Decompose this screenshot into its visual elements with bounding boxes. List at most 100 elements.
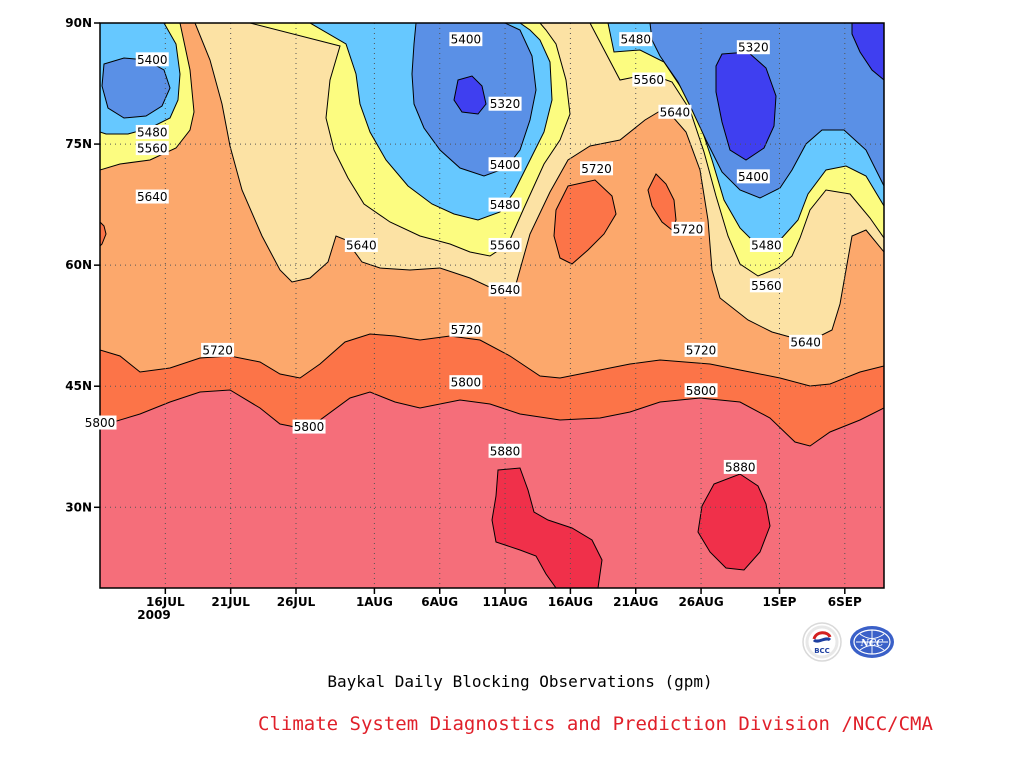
x-year-label: 2009 (137, 608, 170, 622)
contour-label-text: 5800 (451, 376, 482, 390)
contour-label: 5800 (684, 383, 718, 398)
contour-label: 5480 (488, 197, 522, 212)
y-tick-label: 75N (65, 137, 92, 151)
x-tick-label: 16JUL (146, 595, 185, 609)
island-5720-a (553, 179, 617, 265)
contour-label-box (135, 189, 169, 204)
contour-label: 5640 (488, 282, 522, 297)
contour-label-text: 5400 (451, 33, 482, 47)
contour-label: 5880 (723, 459, 757, 474)
y-tick-label: 60N (65, 258, 92, 272)
contour-label-box (684, 342, 718, 357)
contour-label-text: 5640 (660, 105, 691, 119)
contour-label-box (344, 237, 378, 252)
contour-label: 5640 (135, 189, 169, 204)
contour-label-text: 5880 (490, 444, 521, 458)
ncc-logo: NCC (850, 626, 894, 658)
contour-label-box (488, 157, 522, 172)
contour-label-text: 5320 (490, 97, 521, 111)
contour-label: 5560 (749, 278, 783, 293)
contour-label-text: 5640 (346, 238, 377, 252)
contour-label-box (684, 383, 718, 398)
x-tick-label: 1SEP (762, 595, 796, 609)
contour-label: 5400 (449, 32, 483, 47)
contour-label: 5320 (488, 96, 522, 111)
credit-line: Climate System Diagnostics and Predictio… (258, 713, 933, 735)
contour-label: 5640 (789, 334, 823, 349)
x-tick-label: 6AUG (421, 595, 458, 609)
contour-label-text: 5400 (137, 53, 168, 67)
contour-label-text: 5720 (673, 222, 704, 236)
contour-label-text: 5560 (751, 279, 782, 293)
contour-label: 5400 (736, 169, 770, 184)
contour-label-box (488, 237, 522, 252)
svg-text:BCC: BCC (814, 647, 830, 655)
contour-label-text: 5480 (490, 198, 521, 212)
contour-label-text: 5480 (751, 238, 782, 252)
contour-label: 5720 (201, 342, 235, 357)
x-tick-label: 1AUG (356, 595, 393, 609)
contour-label-box (83, 415, 117, 430)
svg-text:NCC: NCC (860, 639, 884, 649)
x-tick-label: 26AUG (678, 595, 723, 609)
contour-label: 5720 (449, 322, 483, 337)
contour-label: 5720 (580, 161, 614, 176)
band-lt-5320-b (715, 51, 777, 161)
x-tick-label: 6SEP (828, 595, 862, 609)
contour-label: 5800 (449, 375, 483, 390)
contour-label: 5400 (135, 52, 169, 67)
contour-label-box (671, 221, 705, 236)
contour-label: 5400 (488, 157, 522, 172)
band-lt-5320-c (851, 23, 884, 81)
contour-label: 5800 (292, 419, 326, 434)
contour-label-box (632, 72, 666, 87)
contour-label: 5560 (632, 72, 666, 87)
contour-label-text: 5800 (686, 384, 717, 398)
contour-label: 5480 (749, 237, 783, 252)
contour-label: 5480 (619, 32, 653, 47)
contour-label-text: 5480 (137, 125, 168, 139)
contour-label-box (749, 237, 783, 252)
contour-label-box (135, 52, 169, 67)
plot-frame (99, 22, 885, 589)
contour-label: 5560 (135, 141, 169, 156)
contour-label-box (449, 375, 483, 390)
contour-label-text: 5560 (634, 73, 665, 87)
contour-label: 5480 (135, 124, 169, 139)
band-gt-5880-a (491, 467, 603, 588)
contour-label-text: 5400 (490, 158, 521, 172)
contour-label: 5640 (344, 237, 378, 252)
contour-label-text: 5480 (620, 33, 651, 47)
bcc-logo: BCC (802, 622, 842, 662)
contour-label-text: 5560 (490, 238, 521, 252)
contour-label-text: 5880 (725, 460, 756, 474)
y-tick-label: 45N (65, 379, 92, 393)
contour-label-text: 5640 (137, 190, 168, 204)
contour-label-text: 5800 (85, 416, 116, 430)
contour-label-box (449, 322, 483, 337)
island-5720-c (100, 221, 107, 247)
contour-label-box (789, 334, 823, 349)
contour-label-box (580, 161, 614, 176)
contour-label-box (658, 104, 692, 119)
contour-label-box (619, 32, 653, 47)
grid-lines (100, 23, 884, 588)
contour-label-box (135, 124, 169, 139)
contour-label-text: 5320 (738, 41, 769, 55)
contour-label-text: 5720 (202, 343, 233, 357)
contour-label-box (488, 96, 522, 111)
y-tick-label: 30N (65, 500, 92, 514)
x-axis: 16JUL 21JUL 26JUL 1AUG 6AUG 11AUG 16AUG 21AUG 26… (146, 588, 862, 609)
contour-label: 5800 (83, 415, 117, 430)
band-gt-5880-b (697, 473, 771, 571)
contour-label-text: 5720 (451, 323, 482, 337)
x-tick-label: 21JUL (211, 595, 250, 609)
chart-title: Baykal Daily Blocking Observations (gpm) (327, 672, 713, 691)
contour-label-box (449, 32, 483, 47)
contour-label-text: 5400 (738, 170, 769, 184)
contour-label: 5880 (488, 443, 522, 458)
y-tick-label: 90N (65, 16, 92, 30)
x-tick-label: 11AUG (482, 595, 527, 609)
contour-label-box (488, 443, 522, 458)
